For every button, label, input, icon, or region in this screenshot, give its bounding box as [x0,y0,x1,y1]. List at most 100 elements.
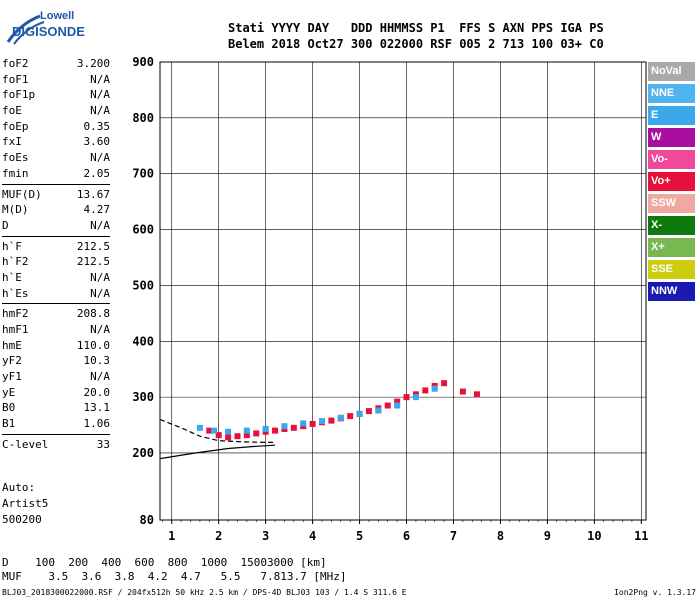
echo-point [290,424,297,431]
echo-point [262,425,269,432]
param-row: yF2 10.3 [2,353,110,369]
param-row: h`F 212.5 [2,239,110,255]
d-label: D [2,556,9,569]
echo-point [281,423,288,430]
parameter-list: foF2 3.200 foF1 N/A foF1p N/A foE N/A foEp 0.35 fx… [2,56,110,453]
param-row: h`Es N/A [2,286,110,302]
param-row: D N/A [2,218,110,234]
param-row: foF2 3.200 [2,56,110,72]
legend-item: E [648,106,695,125]
param-row: M(D) 4.27 [2,202,110,218]
param-name: hmF1 [2,323,29,336]
echo-point [375,407,382,414]
echo-point [300,420,307,427]
y-tick-label: 300 [132,390,154,404]
param-name: hmF2 [2,307,29,321]
x-tick-label: 10 [587,529,601,543]
echo-point [412,394,419,401]
echo-point [234,433,241,440]
param-name: foF2 [2,57,29,70]
y-tick-label: 900 [132,55,154,69]
param-row: fmin 2.05 [2,166,110,182]
param-value: 3.200 [76,57,110,70]
param-name: M(D) [2,203,29,217]
param-value: 20.0 [83,385,111,399]
y-tick-label: 80 [140,513,154,527]
echo-point [473,391,480,398]
param-name: yF1 [2,370,22,384]
param-separator [2,235,110,237]
legend-item: X- [648,216,695,235]
echo-point [384,402,391,409]
x-tick-label: 5 [356,529,363,543]
muf-value: 7.8 [240,570,281,583]
echo-point [403,394,410,401]
x-tick-label: 11 [634,529,648,543]
x-tick-label: 8 [497,529,504,543]
param-name: foE [2,104,22,118]
y-tick-label: 600 [132,223,154,237]
y-tick-label: 500 [132,278,154,292]
echo-point [243,432,250,439]
param-row: B0 13.1 [2,400,110,416]
param-row: foF1p N/A [2,87,110,103]
echo-point [394,398,401,405]
station-header: Stati YYYY DAY DDD HHMMSS P1 FFS S AXN P… [228,20,604,52]
param-name: h`E [2,270,22,284]
muf-distance-row: D 100 200 400 600 800 1000 15003000 [km] [2,556,346,570]
param-name: D [2,218,9,232]
param-row: yF1 N/A [2,369,110,385]
param-name: yE [2,385,16,399]
param-name: B1 [2,417,16,431]
param-row: foF1 N/A [2,72,110,88]
param-name: foEp [2,119,29,133]
distance-value: 200 [54,556,89,569]
logo-line1: Lowell [40,10,75,22]
muf-value: 3.8 [101,570,135,583]
muf-label: MUF [2,570,22,583]
legend-item: SSE [648,260,695,279]
echo-point [356,410,363,417]
auto-artist: Artist5 [2,497,49,510]
x-tick-label: 3 [262,529,269,543]
param-value: N/A [90,218,110,232]
param-row: hmF1 N/A [2,322,110,338]
param-value: 208.8 [76,307,110,321]
param-separator [2,433,110,435]
param-value: 2.05 [83,166,111,180]
polarization-legend: NoVal NNE E W Vo- Vo+ SSW X- X+ SSE NNW [648,62,695,304]
param-value: N/A [90,270,110,284]
echo-point [272,427,279,434]
plot-frame [159,61,647,521]
param-separator [2,303,110,305]
echo-point [215,432,222,439]
param-name: fxI [2,135,22,149]
legend-item: Vo- [648,150,695,169]
x-tick-label: 6 [403,529,410,543]
y-tick-label: 700 [132,167,154,181]
x-tick-label: 1 [168,529,175,543]
y-tick-label: 400 [132,334,154,348]
param-row: hmE 110.0 [2,338,110,354]
auto-code: 500200 [2,513,42,526]
param-name: fmin [2,166,29,180]
legend-item: Vo+ [648,172,695,191]
legend-item: NoVal [648,62,695,81]
param-value: 10.3 [83,354,111,368]
distance-value: 1000 [187,556,228,569]
echo-point [459,388,466,395]
param-value: 13.67 [76,187,110,201]
param-name: foF1p [2,88,36,102]
distance-value: 400 [88,556,122,569]
param-row: C-level 33 [2,437,110,453]
muf-value: 5.5 [200,570,241,583]
echo-point [196,424,203,431]
param-name: h`F2 [2,255,29,269]
param-value: 110.0 [76,338,110,352]
echo-point [328,417,335,424]
legend-item: NNE [648,84,695,103]
muf-value: 3.5 [21,570,69,583]
echo-point [211,427,217,434]
param-value: 0.35 [83,119,111,133]
